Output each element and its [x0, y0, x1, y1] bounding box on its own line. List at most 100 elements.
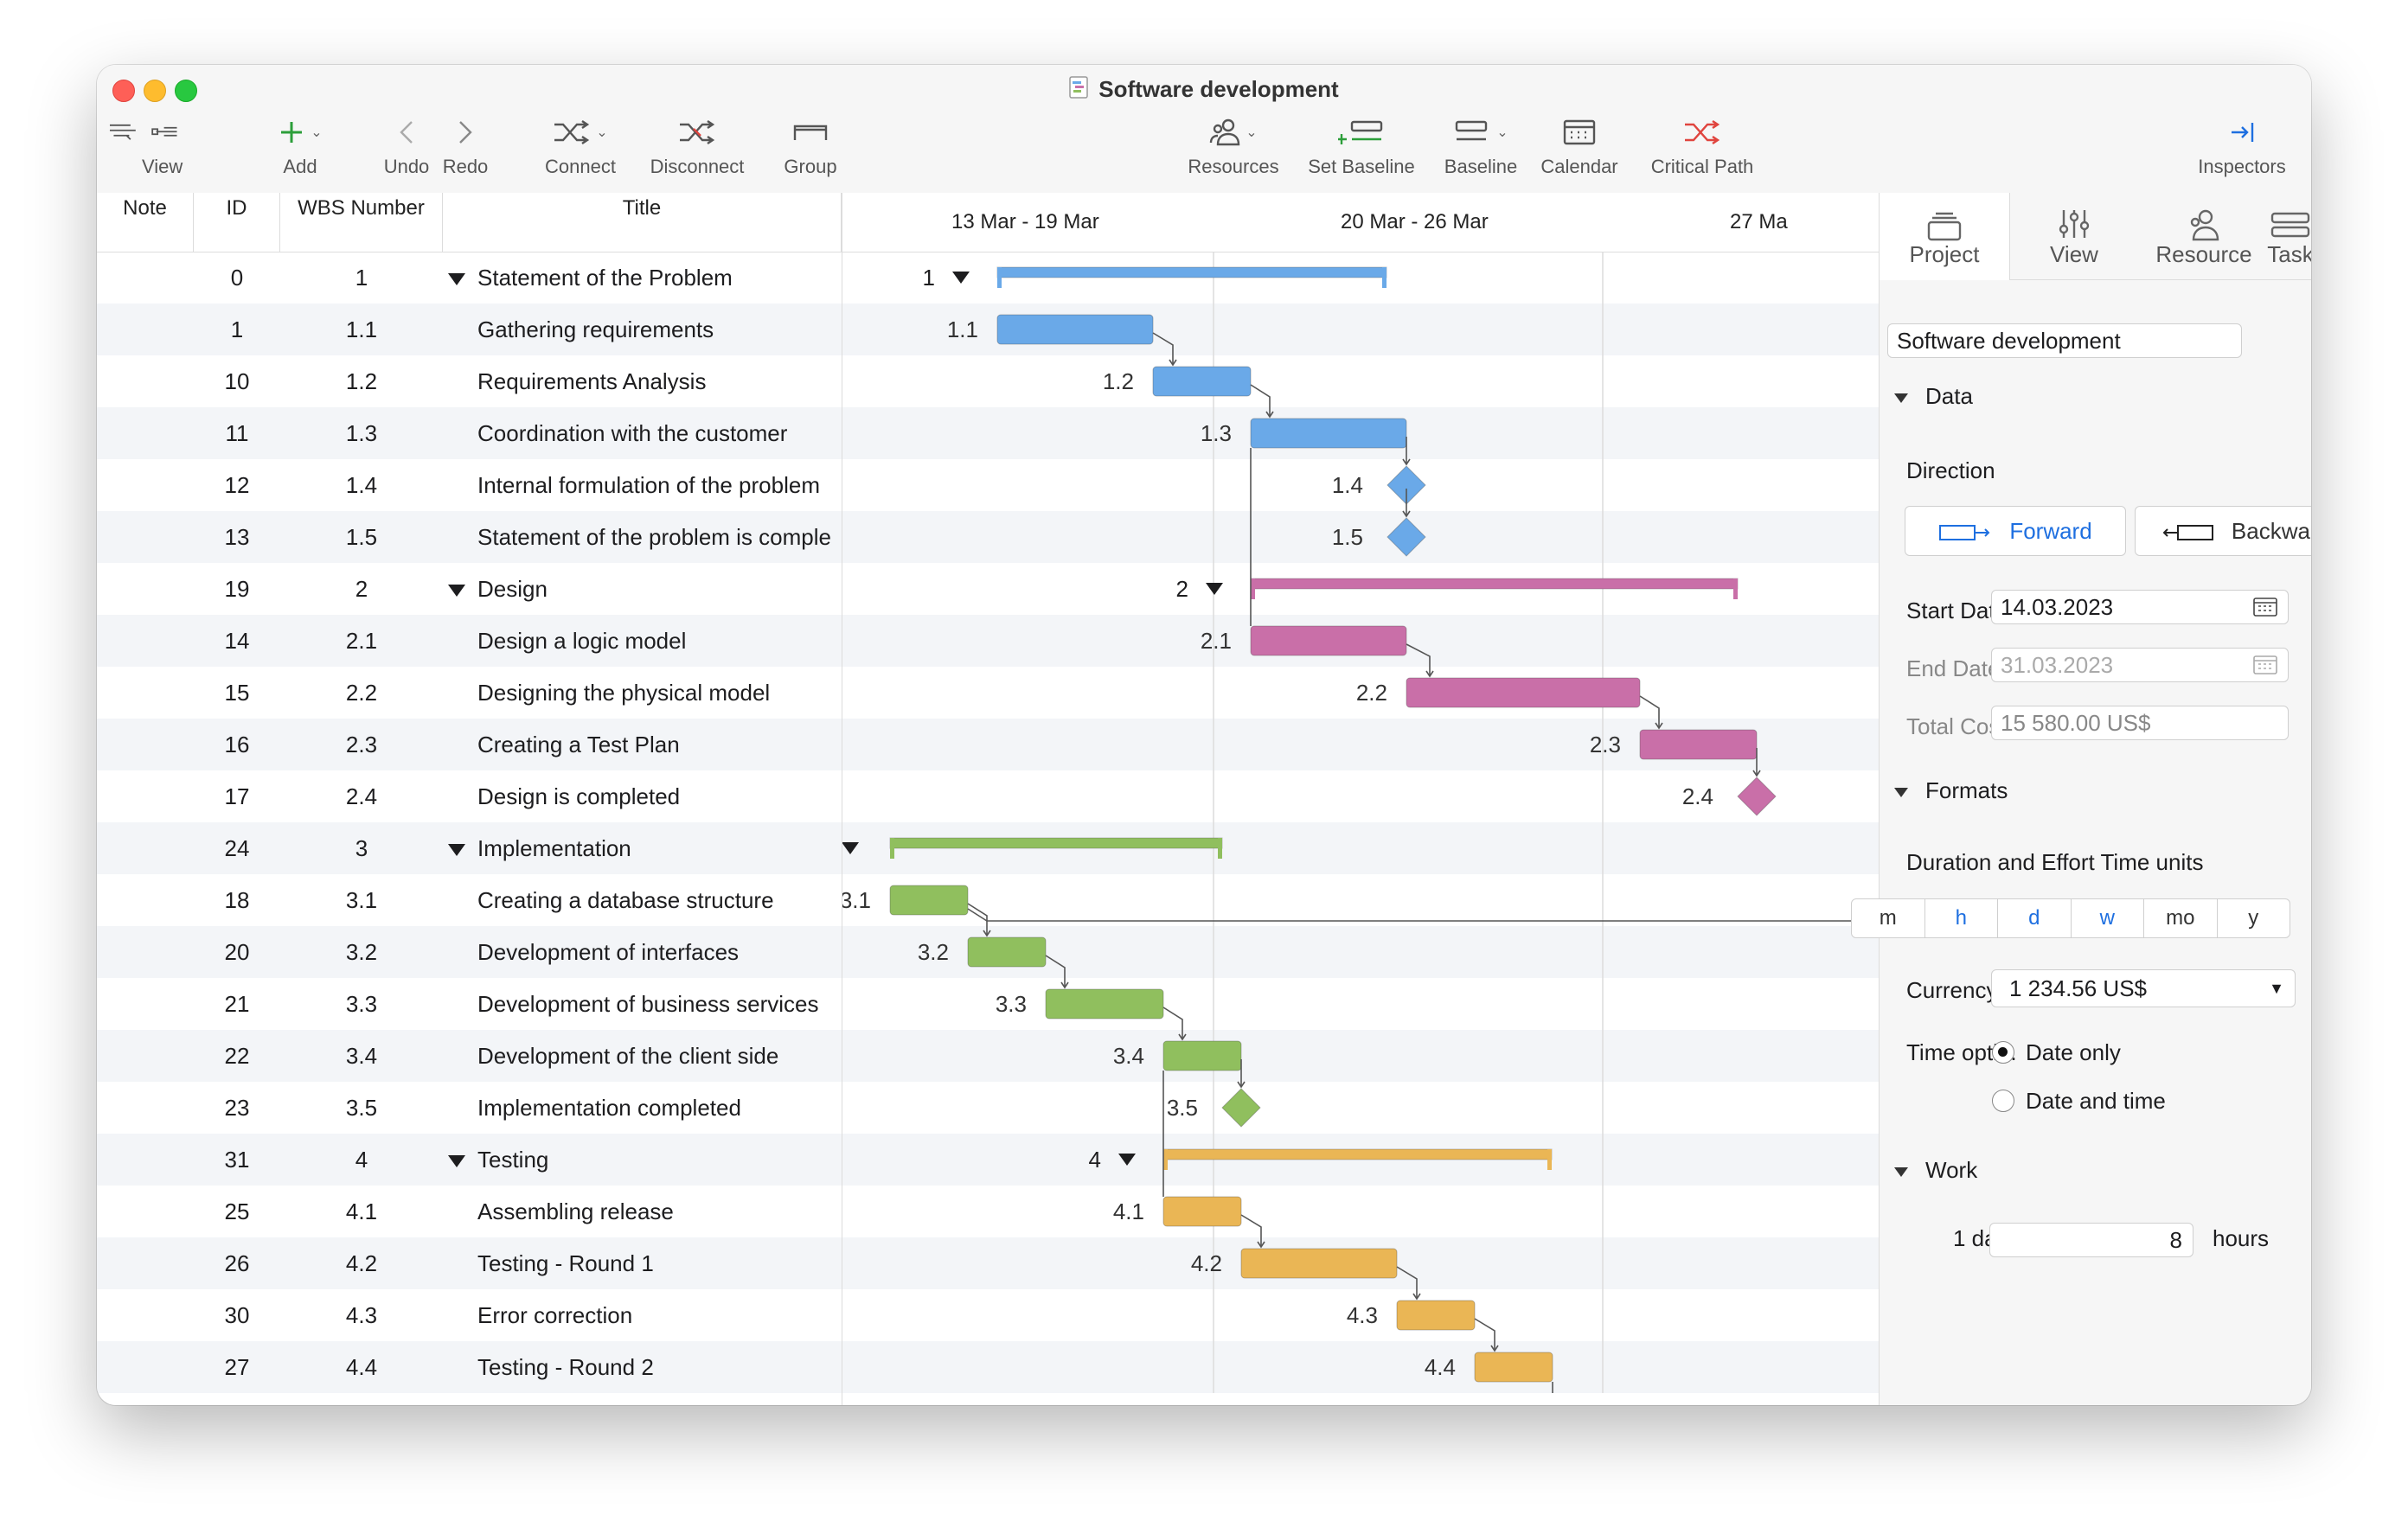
title-cell[interactable]: Assembling release — [443, 1186, 876, 1237]
task-bar-label: 2.1 — [1201, 628, 1232, 654]
connect-button[interactable]: ⌄ Connect — [533, 112, 628, 178]
title-cell[interactable]: Gathering requirements — [443, 304, 876, 355]
title-cell[interactable]: Implementation completed — [443, 1082, 876, 1134]
disconnect-button[interactable]: Disconnect — [637, 112, 758, 178]
minimize-window-button[interactable] — [144, 80, 166, 102]
table-row[interactable]: 15 2.2 Designing the physical model — [97, 667, 1879, 719]
backward-button[interactable]: Backward — [2135, 506, 2311, 556]
table-row[interactable]: 10 1.2 Requirements Analysis — [97, 355, 1879, 407]
title-cell[interactable]: Design — [443, 563, 842, 615]
column-header-note[interactable]: Note — [97, 193, 194, 252]
week-label: 27 Ma — [1730, 210, 1788, 233]
table-row[interactable]: 21 3.3 Development of business services — [97, 978, 1879, 1030]
title-cell[interactable]: Internal formulation of the problem — [443, 459, 876, 511]
redo-button[interactable]: Redo — [439, 112, 491, 178]
task-id-cell: 14 — [224, 628, 250, 654]
title-cell[interactable]: Design is completed — [443, 770, 876, 822]
column-header-title[interactable]: Title — [443, 193, 842, 252]
resources-button[interactable]: ⌄ Resources — [1183, 112, 1284, 178]
table-row[interactable]: 17 2.4 Design is completed — [97, 770, 1879, 822]
milestone-diamond — [1221, 1088, 1261, 1128]
add-button[interactable]: ⌄ Add — [270, 112, 330, 178]
set-baseline-button[interactable]: Set Baseline — [1301, 112, 1422, 178]
title-cell[interactable]: Requirements Analysis — [443, 355, 876, 407]
table-row[interactable]: 25 4.1 Assembling release — [97, 1186, 1879, 1237]
unit-minutes[interactable]: m — [1852, 899, 1925, 937]
wbs-cell: 1.5 — [345, 524, 378, 550]
wbs-cell: 2 — [355, 576, 368, 602]
calendar-icon[interactable] — [2253, 598, 2277, 617]
table-row[interactable]: 23 3.5 Implementation completed — [97, 1082, 1879, 1134]
unit-days[interactable]: d — [1998, 899, 2072, 937]
title-cell[interactable]: Designing the physical model — [443, 667, 876, 719]
zoom-window-button[interactable] — [175, 80, 197, 102]
resources-icon — [1210, 118, 1240, 146]
group-button[interactable]: Group — [772, 112, 849, 178]
start-date-field[interactable]: 14.03.2023 — [1991, 590, 2289, 624]
title-cell[interactable]: Creating a Test Plan — [443, 719, 876, 770]
forward-button[interactable]: Forward — [1905, 506, 2126, 556]
table-row[interactable]: 0 1 Statement of the Problem — [97, 252, 1879, 304]
disclosure-triangle-icon[interactable] — [448, 844, 465, 857]
resource-icon — [2190, 209, 2219, 241]
tab-resource[interactable]: Resource — [2139, 193, 2269, 279]
tab-project[interactable]: Project — [1880, 193, 2010, 280]
hours-per-day-field[interactable]: 8 — [1989, 1223, 2193, 1257]
baseline-button[interactable]: ⌄ Baseline — [1432, 112, 1529, 178]
table-row[interactable]: 12 1.4 Internal formulation of the problem — [97, 459, 1879, 511]
task-title: Coordination with the customer — [477, 420, 788, 446]
title-cell[interactable]: Statement of the problem is comple — [443, 511, 876, 563]
title-cell[interactable]: Testing - Round 2 — [443, 1341, 876, 1393]
table-row[interactable]: 18 3.1 Creating a database structure — [97, 874, 1879, 926]
title-cell[interactable]: Development of business services — [443, 978, 876, 1030]
calendar-button[interactable]: Calendar — [1536, 112, 1623, 178]
view-button[interactable]: View — [107, 112, 183, 178]
table-row[interactable]: 30 4.3 Error correction — [97, 1289, 1879, 1341]
task-id-cell: 15 — [224, 680, 250, 706]
column-header-wbs[interactable]: WBS Number — [280, 193, 443, 252]
inspectors-button[interactable]: Inspectors — [2188, 112, 2296, 178]
title-cell[interactable]: Development of interfaces — [443, 926, 876, 978]
title-cell[interactable]: Testing - Round 1 — [443, 1237, 876, 1289]
unit-months[interactable]: mo — [2144, 899, 2218, 937]
section-formats[interactable]: Formats — [1894, 777, 2008, 804]
date-and-time-radio[interactable] — [1992, 1090, 2014, 1112]
app-window: Software development View ⌄ Add Undo Red… — [97, 65, 2311, 1405]
unit-hours[interactable]: h — [1925, 899, 1998, 937]
project-name-field[interactable]: Software development — [1887, 323, 2242, 358]
column-header-id[interactable]: ID — [194, 193, 280, 252]
tab-view[interactable]: View — [2009, 193, 2139, 279]
title-cell[interactable]: Implementation — [443, 822, 842, 874]
tab-task[interactable]: Task — [2267, 193, 2311, 279]
section-data[interactable]: Data — [1894, 383, 1973, 410]
task-title: Implementation — [477, 835, 631, 861]
summary-bar-cap — [1547, 1149, 1552, 1170]
disclosure-triangle-icon[interactable] — [448, 585, 465, 598]
close-window-button[interactable] — [112, 80, 135, 102]
disclosure-triangle-icon[interactable] — [448, 1155, 465, 1168]
title-cell[interactable]: Error correction — [443, 1289, 876, 1341]
dependency-link — [1639, 695, 1660, 728]
summary-label: 1 — [923, 265, 935, 291]
critical-path-button[interactable]: Critical Path — [1642, 112, 1763, 178]
table-row[interactable]: 19 2 Design — [97, 563, 1879, 615]
section-work[interactable]: Work — [1894, 1157, 1977, 1184]
task-bar — [1474, 1352, 1553, 1383]
unit-years[interactable]: y — [2248, 906, 2259, 930]
title-cell[interactable]: Design a logic model — [443, 615, 876, 667]
disclosure-triangle-icon[interactable] — [448, 273, 465, 286]
task-title: Testing - Round 1 — [477, 1250, 654, 1276]
title-cell[interactable]: Creating a database structure — [443, 874, 876, 926]
title-cell[interactable]: Statement of the Problem — [443, 252, 842, 304]
currency-select[interactable]: 1 234.56 US$ ▼ — [1991, 969, 2296, 1007]
task-title: Development of interfaces — [477, 939, 740, 965]
wbs-cell: 3.1 — [345, 887, 378, 913]
title-cell[interactable]: Testing — [443, 1134, 842, 1186]
wbs-cell: 1.4 — [345, 472, 378, 498]
title-cell[interactable]: Coordination with the customer — [443, 407, 876, 459]
date-only-radio[interactable] — [1992, 1041, 2014, 1064]
collapse-triangle-icon — [1118, 1154, 1136, 1166]
unit-weeks[interactable]: w — [2072, 899, 2144, 937]
title-cell[interactable]: Development of the client side — [443, 1030, 876, 1082]
undo-button[interactable]: Undo — [381, 112, 432, 178]
